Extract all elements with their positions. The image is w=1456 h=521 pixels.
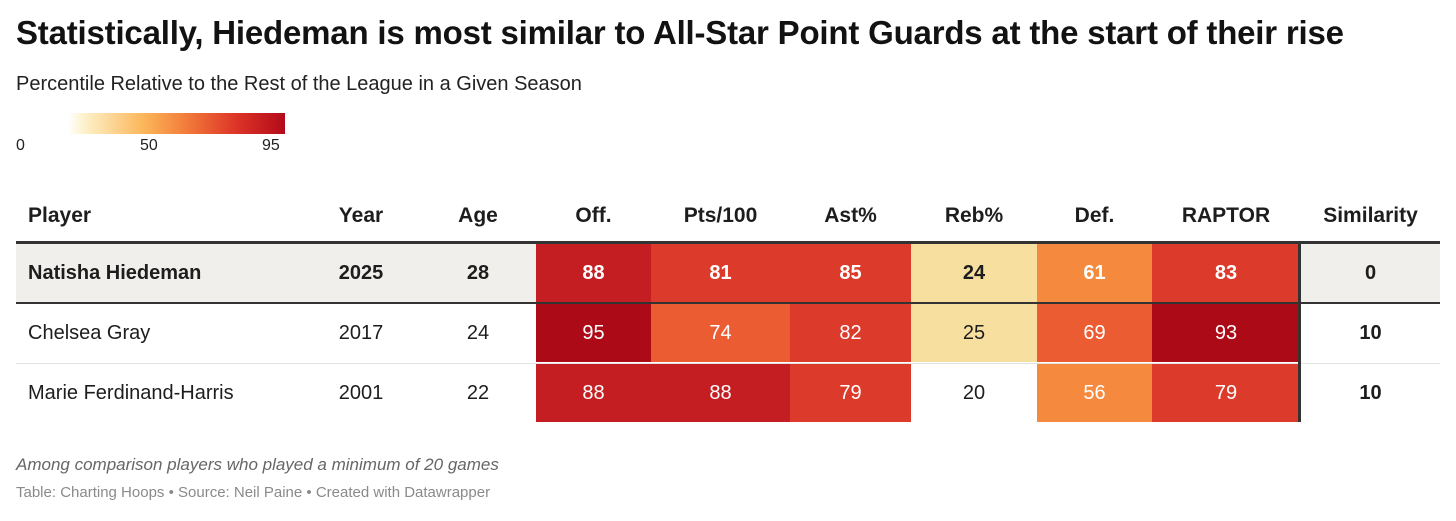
source-credit: Table: Charting Hoops • Source: Neil Pai… bbox=[16, 484, 491, 501]
cell-age: 24 bbox=[466, 322, 490, 344]
cell-reb: 24 bbox=[911, 244, 1037, 302]
legend-tick-mid: 50 bbox=[140, 137, 158, 154]
legend-tick-min: 0 bbox=[16, 137, 25, 154]
table-row: Chelsea Gray 2017 24 95 74 82 25 69 93 10 bbox=[16, 304, 1440, 364]
table-row: Marie Ferdinand-Harris 2001 22 88 88 79 20 56 79… bbox=[16, 364, 1440, 424]
cell-ast: 79 bbox=[790, 364, 911, 422]
cell-pts100: 88 bbox=[651, 364, 790, 422]
column-header-off[interactable]: Off. bbox=[575, 204, 612, 227]
cell-pts100: 74 bbox=[651, 304, 790, 362]
similarity-divider bbox=[1298, 244, 1301, 422]
cell-similarity: 10 bbox=[1359, 382, 1382, 404]
cell-year: 2001 bbox=[338, 382, 384, 404]
cell-raptor: 83 bbox=[1152, 244, 1300, 302]
cell-player: Chelsea Gray bbox=[28, 322, 151, 344]
cell-raptor: 93 bbox=[1152, 304, 1300, 362]
column-header-reb[interactable]: Reb% bbox=[944, 204, 1004, 227]
cell-pts100: 81 bbox=[651, 244, 790, 302]
cell-reb: 20 bbox=[962, 382, 986, 404]
cell-player: Natisha Hiedeman bbox=[28, 262, 202, 284]
cell-off: 88 bbox=[536, 364, 651, 422]
column-header-similarity[interactable]: Similarity bbox=[1323, 204, 1418, 227]
column-header-age[interactable]: Age bbox=[458, 204, 498, 227]
cell-year: 2025 bbox=[338, 262, 384, 284]
chart-subtitle: Percentile Relative to the Rest of the L… bbox=[16, 73, 582, 95]
cell-off: 88 bbox=[536, 244, 651, 302]
cell-age: 22 bbox=[466, 382, 490, 404]
column-header-pts100[interactable]: Pts/100 bbox=[683, 204, 758, 227]
cell-similarity: 0 bbox=[1364, 262, 1377, 284]
cell-reb: 25 bbox=[911, 304, 1037, 362]
color-legend: 0 50 95 bbox=[16, 113, 286, 157]
column-header-year[interactable]: Year bbox=[338, 204, 384, 227]
cell-age: 28 bbox=[466, 262, 490, 284]
cell-ast: 85 bbox=[790, 244, 911, 302]
table-row-highlighted: Natisha Hiedeman 2025 28 88 81 85 24 61 83 0 bbox=[16, 244, 1440, 304]
cell-def: 56 bbox=[1037, 364, 1152, 422]
footnote: Among comparison players who played a mi… bbox=[16, 455, 499, 474]
cell-similarity: 10 bbox=[1359, 322, 1382, 344]
cell-raptor: 79 bbox=[1152, 364, 1300, 422]
legend-gradient-bar bbox=[68, 113, 285, 134]
cell-ast: 82 bbox=[790, 304, 911, 362]
column-header-player[interactable]: Player bbox=[28, 204, 92, 227]
cell-player: Marie Ferdinand-Harris bbox=[28, 382, 234, 404]
cell-def: 69 bbox=[1037, 304, 1152, 362]
legend-tick-max: 95 bbox=[262, 137, 280, 154]
cell-def: 61 bbox=[1037, 244, 1152, 302]
column-header-def[interactable]: Def. bbox=[1074, 204, 1115, 227]
cell-off: 95 bbox=[536, 304, 651, 362]
table-header: Player Year Age Off. Pts/100 Ast% Reb% Def. RAPT… bbox=[16, 190, 1440, 244]
cell-year: 2017 bbox=[338, 322, 384, 344]
column-header-raptor[interactable]: RAPTOR bbox=[1181, 204, 1271, 227]
column-header-ast[interactable]: Ast% bbox=[824, 204, 877, 227]
chart-title: Statistically, Hiedeman is most similar … bbox=[16, 14, 1344, 51]
